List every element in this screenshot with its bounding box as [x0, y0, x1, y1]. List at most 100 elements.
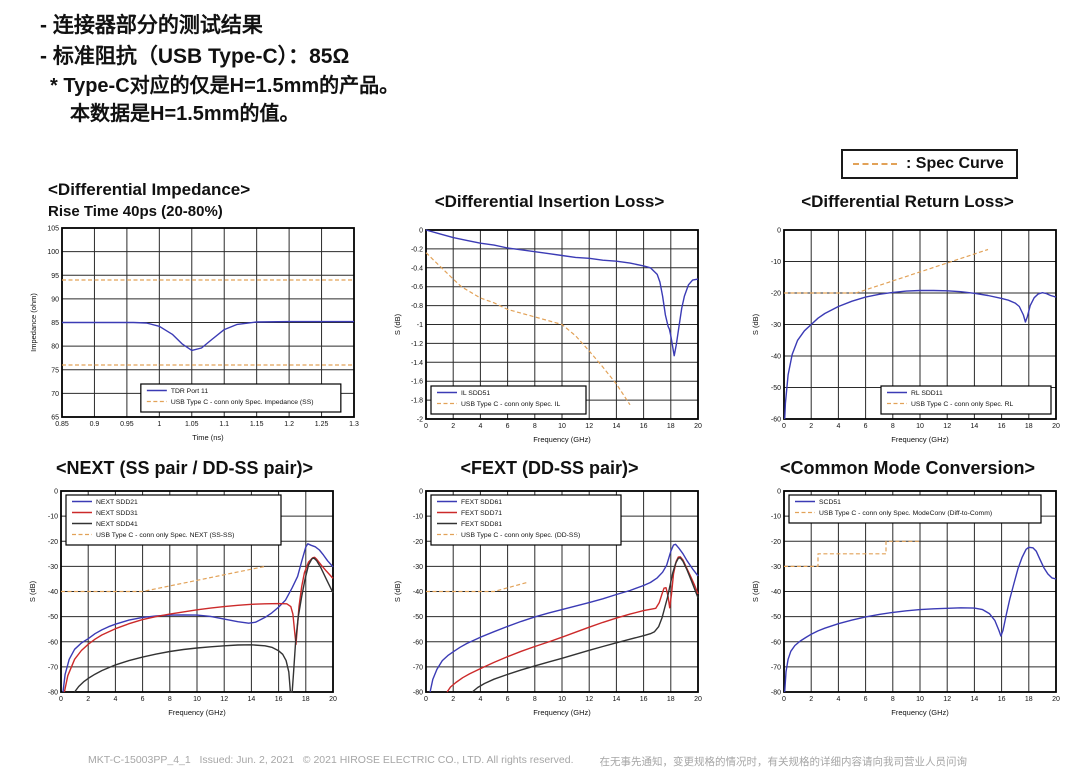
svg-text:NEXT SDD31: NEXT SDD31	[96, 510, 138, 517]
svg-text:1.25: 1.25	[315, 421, 329, 428]
svg-text:-0.2: -0.2	[411, 246, 423, 253]
svg-text:-50: -50	[48, 614, 58, 621]
differential-insertion-loss-plot: 0 2 4 6 8 10 12 14 16 18 20 0 -0.2 -0.4 -0.6 -0.8 -1 -1.2…	[393, 228, 702, 445]
svg-text:-70: -70	[413, 664, 423, 671]
svg-text:FEXT SDD81: FEXT SDD81	[461, 521, 502, 528]
chart-title: <Common Mode Conversion>	[779, 458, 1036, 478]
svg-text:4: 4	[478, 696, 482, 703]
svg-text:-10: -10	[771, 514, 781, 521]
footer: MKT-C-15003PP_4_1 Issued: Jun. 2, 2021 ©…	[88, 754, 967, 769]
svg-text:1.3: 1.3	[349, 421, 359, 428]
svg-text:S (dB): S (dB)	[751, 580, 760, 602]
svg-text:14: 14	[971, 696, 979, 703]
svg-text:-20: -20	[771, 539, 781, 546]
svg-text:-40: -40	[771, 354, 781, 361]
svg-text:6: 6	[506, 696, 510, 703]
svg-text:80: 80	[51, 344, 59, 351]
next-chart: <NEXT (SS pair / DD-SS pair)> 0 2 4 6 8 10 12 1…	[27, 458, 342, 720]
header-note-1: * Type-C对应的仅是H=1.5mm的产品。	[50, 75, 400, 97]
svg-text:0: 0	[777, 489, 781, 496]
svg-text:-1: -1	[417, 322, 423, 329]
svg-text:-1.8: -1.8	[411, 398, 423, 405]
svg-text:NEXT SDD21: NEXT SDD21	[96, 499, 138, 506]
svg-text:1.05: 1.05	[185, 421, 199, 428]
svg-text:USB Type C - conn only Spec. (: USB Type C - conn only Spec. (DD-SS)	[461, 532, 580, 539]
svg-text:18: 18	[1025, 423, 1033, 430]
svg-text:-40: -40	[48, 589, 58, 596]
svg-text:-60: -60	[48, 639, 58, 646]
svg-text:-20: -20	[771, 291, 781, 298]
header-notes: - 连接器部分的测试结果 - 标准阻抗（USB Type-C）：85Ω * Ty…	[40, 10, 399, 128]
common-mode-conversion-plot: 0 2 4 6 8 10 12 14 16 18 20 0 -10 -20 -30 -40 -50 -60 -70 -…	[751, 489, 1060, 718]
differential-impedance-chart: <Differential Impedance> Rise Time 40ps …	[28, 180, 363, 448]
footer-doc-info: MKT-C-15003PP_4_1 Issued: Jun. 2, 2021 ©…	[88, 754, 574, 766]
svg-text:100: 100	[47, 249, 59, 256]
differential-impedance-plot: 0.85 0.9 0.95 1 1.05 1.1 1.15 1.2 1.25 1.3 65 70 75 8…	[29, 226, 359, 443]
svg-text:2: 2	[809, 696, 813, 703]
svg-text:-20: -20	[48, 539, 58, 546]
svg-text:8: 8	[891, 696, 895, 703]
spec-curve-legend-box: : Spec Curve	[841, 149, 1018, 179]
svg-text:20: 20	[694, 423, 702, 430]
svg-text:16: 16	[640, 423, 648, 430]
svg-text:70: 70	[51, 391, 59, 398]
svg-text:16: 16	[998, 423, 1006, 430]
fext-chart: <FEXT (DD-SS pair)> 0 2 4 6 8 10 12 14 16 18 20 0 -1…	[392, 458, 707, 720]
svg-text:12: 12	[220, 696, 228, 703]
header-line-1: - 连接器部分的测试结果	[40, 14, 263, 37]
svg-text:10: 10	[916, 696, 924, 703]
svg-text:S (dB): S (dB)	[751, 313, 760, 335]
svg-text:-10: -10	[48, 514, 58, 521]
common-mode-conversion-chart: <Common Mode Conversion> 0 2 4 6 8 10 12 14 16 18…	[750, 458, 1065, 720]
svg-text:Frequency (GHz): Frequency (GHz)	[891, 708, 949, 717]
svg-text:-10: -10	[413, 514, 423, 521]
svg-text:-40: -40	[771, 589, 781, 596]
svg-text:-70: -70	[771, 664, 781, 671]
svg-text:14: 14	[248, 696, 256, 703]
svg-text:12: 12	[943, 423, 951, 430]
svg-text:105: 105	[47, 226, 59, 233]
svg-text:Impedance (ohm): Impedance (ohm)	[29, 293, 38, 352]
differential-return-loss-chart: <Differential Return Loss> 0 2 4 6 8 10 12 14 16…	[750, 192, 1065, 448]
chart-title: <FEXT (DD-SS pair)>	[460, 458, 639, 478]
svg-text:14: 14	[971, 423, 979, 430]
svg-text:-70: -70	[48, 664, 58, 671]
svg-text:TDR Port 11: TDR Port 11	[171, 388, 208, 395]
svg-text:FEXT SDD71: FEXT SDD71	[461, 510, 502, 517]
svg-text:USB Type C - conn only Spec. R: USB Type C - conn only Spec. RL	[911, 401, 1013, 408]
chart-title: <NEXT (SS pair / DD-SS pair)>	[55, 458, 314, 478]
svg-text:-1.4: -1.4	[411, 360, 423, 367]
svg-text:-80: -80	[413, 690, 423, 697]
svg-text:-1.6: -1.6	[411, 379, 423, 386]
svg-text:0: 0	[419, 228, 423, 235]
svg-text:0: 0	[424, 423, 428, 430]
svg-text:10: 10	[193, 696, 201, 703]
svg-text:65: 65	[51, 415, 59, 422]
svg-text:95: 95	[51, 273, 59, 280]
svg-text:USB Type C - conn only Spec. I: USB Type C - conn only Spec. Impedance (…	[171, 399, 314, 406]
svg-text:1.2: 1.2	[284, 421, 294, 428]
svg-text:2: 2	[809, 423, 813, 430]
svg-text:20: 20	[1052, 423, 1060, 430]
footer-disclaimer: 在无事先通知，变更规格的情况时，有关规格的详细内容请向我司营业人员问询	[599, 756, 968, 768]
svg-text:12: 12	[585, 696, 593, 703]
svg-text:Frequency (GHz): Frequency (GHz)	[168, 708, 226, 717]
svg-text:-80: -80	[771, 690, 781, 697]
svg-text:-50: -50	[413, 614, 423, 621]
svg-text:8: 8	[533, 423, 537, 430]
svg-text:16: 16	[640, 696, 648, 703]
svg-text:10: 10	[916, 423, 924, 430]
svg-text:2: 2	[86, 696, 90, 703]
svg-text:-20: -20	[413, 539, 423, 546]
svg-text:Frequency (GHz): Frequency (GHz)	[533, 435, 591, 444]
svg-text:12: 12	[585, 423, 593, 430]
svg-text:2: 2	[451, 696, 455, 703]
differential-insertion-loss-chart: <Differential Insertion Loss> 0 2 4 6 8 10 12 1…	[392, 192, 707, 448]
svg-text:20: 20	[694, 696, 702, 703]
next-plot: 0 2 4 6 8 10 12 14 16 18 20 0 -10 -20 -30 -40 -50 -60 -70 -…	[28, 489, 337, 718]
svg-text:8: 8	[891, 423, 895, 430]
svg-text:SCD51: SCD51	[819, 499, 841, 506]
svg-text:0.9: 0.9	[90, 421, 100, 428]
svg-text:-0.6: -0.6	[411, 284, 423, 291]
svg-text:Frequency (GHz): Frequency (GHz)	[533, 708, 591, 717]
